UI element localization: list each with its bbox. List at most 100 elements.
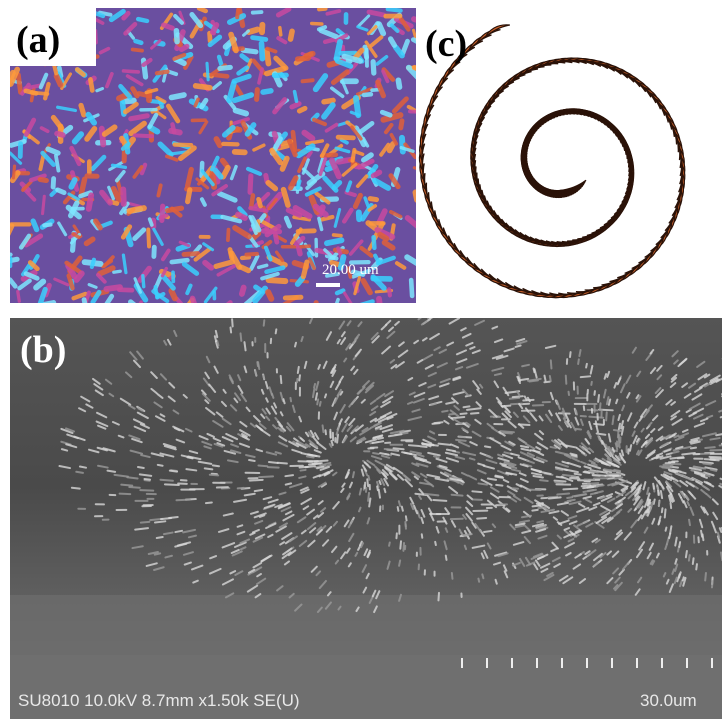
texture bbox=[371, 234, 377, 251]
texture bbox=[366, 9, 387, 18]
fibre bbox=[616, 377, 622, 386]
fibre bbox=[549, 445, 557, 450]
fibre bbox=[213, 335, 218, 343]
fibre bbox=[517, 372, 521, 380]
texture bbox=[98, 220, 113, 229]
fibre bbox=[458, 528, 464, 537]
fibre bbox=[631, 430, 636, 437]
fibre bbox=[153, 401, 163, 409]
fibre bbox=[711, 498, 719, 506]
texture bbox=[245, 26, 261, 36]
fibre bbox=[452, 375, 461, 380]
fibre bbox=[543, 574, 555, 582]
texture bbox=[252, 143, 266, 152]
fibre bbox=[493, 561, 502, 566]
fibre bbox=[583, 465, 592, 470]
fibre bbox=[614, 531, 624, 541]
fibre bbox=[673, 434, 680, 439]
fibre bbox=[524, 443, 536, 450]
texture bbox=[160, 266, 169, 278]
texture bbox=[252, 285, 269, 303]
texture bbox=[376, 295, 383, 303]
fibre bbox=[127, 404, 136, 410]
fibre bbox=[386, 330, 396, 339]
fibre bbox=[80, 395, 91, 403]
fibre bbox=[718, 484, 722, 489]
fibre bbox=[264, 380, 269, 390]
fibre bbox=[192, 579, 199, 584]
fibre bbox=[623, 531, 632, 541]
texture bbox=[164, 205, 185, 214]
fibre bbox=[502, 386, 510, 397]
texture bbox=[229, 164, 238, 181]
fibre bbox=[510, 452, 520, 457]
fibre bbox=[383, 448, 398, 451]
crescent bbox=[655, 221, 673, 246]
fibre bbox=[688, 466, 703, 472]
fibre bbox=[75, 470, 84, 474]
fibre bbox=[585, 362, 588, 369]
fibre bbox=[374, 426, 383, 431]
label-box bbox=[10, 8, 96, 66]
fibre bbox=[323, 393, 328, 399]
fibre bbox=[364, 438, 377, 444]
texture bbox=[226, 300, 233, 303]
fibre bbox=[173, 427, 181, 432]
fibre bbox=[700, 505, 706, 514]
texture bbox=[33, 278, 47, 291]
fibre bbox=[664, 543, 668, 551]
fibre bbox=[525, 561, 536, 567]
fibre bbox=[197, 460, 213, 465]
fibre bbox=[371, 440, 385, 445]
fibre bbox=[299, 437, 306, 442]
fibre bbox=[427, 507, 433, 515]
fibre bbox=[634, 495, 640, 501]
crescent bbox=[644, 236, 665, 258]
fibre bbox=[567, 537, 575, 543]
fibre bbox=[155, 415, 166, 422]
fibre bbox=[92, 377, 101, 385]
fibre bbox=[421, 441, 432, 448]
fibre bbox=[566, 496, 574, 499]
texture bbox=[226, 80, 237, 104]
fibre bbox=[277, 420, 284, 428]
fibre bbox=[509, 523, 516, 531]
fibre bbox=[587, 463, 602, 470]
fibre bbox=[131, 545, 144, 550]
fibre bbox=[452, 418, 462, 425]
fibre bbox=[147, 550, 159, 556]
fibre bbox=[384, 465, 393, 473]
scale-ticks bbox=[461, 658, 713, 668]
fibre bbox=[166, 338, 172, 346]
texture bbox=[23, 117, 37, 137]
fibre bbox=[514, 524, 525, 529]
fibre bbox=[461, 388, 470, 397]
fibre bbox=[342, 435, 348, 443]
fibre bbox=[276, 461, 288, 465]
texture bbox=[250, 10, 264, 15]
fibre bbox=[554, 461, 569, 468]
texture bbox=[211, 81, 222, 91]
fibre bbox=[555, 412, 562, 422]
fibre bbox=[503, 347, 515, 353]
fibre bbox=[371, 589, 377, 598]
fibre bbox=[571, 529, 583, 536]
texture bbox=[83, 236, 96, 247]
fibre bbox=[253, 512, 267, 519]
texture bbox=[295, 244, 303, 257]
fibre bbox=[294, 341, 297, 348]
fibre bbox=[140, 454, 151, 459]
fibre bbox=[586, 431, 592, 440]
fibre bbox=[526, 454, 534, 459]
fibre bbox=[569, 452, 578, 457]
texture bbox=[81, 297, 88, 303]
fibre bbox=[716, 531, 721, 539]
fibre bbox=[613, 459, 622, 466]
texture bbox=[307, 257, 317, 271]
fibre bbox=[497, 453, 504, 458]
fibre bbox=[427, 451, 441, 457]
fibre bbox=[640, 440, 647, 449]
fibre bbox=[649, 349, 655, 355]
texture bbox=[119, 201, 130, 216]
texture bbox=[130, 86, 140, 99]
